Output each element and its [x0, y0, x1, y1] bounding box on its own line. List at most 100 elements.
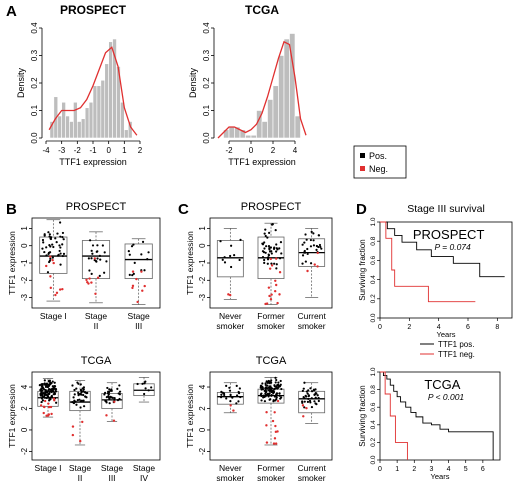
data-point-pos — [110, 388, 113, 391]
data-point-pos — [108, 388, 111, 391]
data-point-pos — [229, 399, 232, 403]
data-point-pos — [49, 257, 52, 260]
data-point-pos — [237, 390, 240, 394]
data-point-pos — [261, 382, 264, 385]
data-point-pos — [48, 251, 52, 254]
data-point-pos — [274, 228, 277, 232]
box-iqr — [81, 240, 111, 279]
data-point-pos — [103, 251, 106, 254]
x-category-label: smoker — [257, 321, 285, 331]
y-tick-label: 0.3 — [202, 49, 211, 61]
data-point-pos — [274, 381, 277, 384]
data-point-pos — [47, 380, 50, 383]
x-tick-label: 5 — [464, 466, 468, 473]
data-point-pos — [228, 386, 231, 389]
data-point-pos — [118, 384, 121, 387]
data-point-pos — [303, 241, 306, 244]
data-point-pos — [277, 381, 280, 384]
data-point-pos — [229, 393, 232, 396]
data-point-pos — [53, 391, 56, 394]
data-point-pos — [270, 379, 273, 382]
data-point-pos — [320, 247, 323, 250]
data-point-neg — [49, 275, 52, 278]
data-point-pos — [47, 392, 50, 395]
data-point-pos — [116, 399, 120, 402]
data-point-pos — [223, 393, 226, 397]
data-point-pos — [301, 262, 304, 265]
data-point-pos — [128, 273, 131, 276]
data-point-neg — [227, 293, 230, 296]
data-point-pos — [280, 396, 283, 399]
data-point-pos — [273, 262, 276, 265]
km-legend-label: TTF1 neg. — [438, 350, 475, 359]
data-point-neg — [267, 286, 271, 289]
data-point-pos — [98, 254, 101, 257]
x-tick-label: 4 — [293, 146, 298, 155]
data-point-pos — [75, 387, 78, 390]
data-point-pos — [223, 256, 226, 259]
data-point-pos — [93, 259, 96, 262]
y-tick-label: 0.4 — [30, 22, 39, 34]
data-point-pos — [268, 398, 271, 401]
charts-layer: PROSPECT 0.0 0.1 0.2 0.3 0.4 Density -4 -3 -2 -1 0 1… — [7, 3, 513, 483]
data-point-pos — [52, 245, 55, 249]
data-point-neg — [43, 399, 47, 403]
data-point-neg — [274, 283, 278, 287]
data-point-pos — [54, 388, 58, 391]
data-point-neg — [274, 257, 278, 260]
data-point-neg — [136, 300, 139, 304]
x-tick-label: 6 — [481, 466, 485, 473]
data-point-neg — [42, 405, 46, 408]
y-tick-label: 0 — [20, 243, 29, 248]
y-tick-label: 0.8 — [370, 236, 377, 245]
data-point-pos — [302, 387, 305, 390]
data-point-pos — [90, 272, 93, 275]
km-curve-pos — [380, 371, 494, 460]
data-point-pos — [274, 387, 277, 390]
x-tick-label: 4 — [437, 324, 441, 331]
data-point-pos — [319, 245, 322, 249]
histogram-bar — [100, 79, 106, 139]
data-point-pos — [41, 383, 44, 386]
data-point-pos — [260, 399, 263, 402]
data-point-pos — [91, 252, 94, 255]
data-point-neg — [278, 271, 282, 274]
data-point-pos — [261, 386, 264, 389]
data-point-pos — [43, 250, 46, 254]
data-point-neg — [274, 442, 278, 445]
x-tick-label: 1 — [122, 146, 127, 155]
data-point-pos — [264, 251, 267, 254]
data-point-pos — [127, 249, 130, 253]
y-tick-label: -2 — [198, 276, 207, 284]
histogram-bar — [92, 85, 98, 139]
data-point-pos — [305, 238, 308, 241]
y-axis-label: Density — [188, 67, 198, 98]
data-point-pos — [96, 244, 99, 247]
data-point-pos — [88, 239, 92, 242]
data-point-pos — [58, 244, 61, 247]
data-point-pos — [95, 260, 98, 263]
density-curve — [217, 40, 307, 139]
data-point-pos — [48, 398, 51, 401]
data-point-neg — [313, 263, 316, 266]
data-point-pos — [230, 244, 233, 247]
data-point-pos — [260, 392, 263, 395]
data-point-neg — [45, 414, 48, 417]
y-tick-label: 4 — [20, 384, 29, 389]
data-point-pos — [74, 400, 77, 403]
data-point-neg — [140, 270, 143, 273]
data-point-pos — [278, 394, 281, 397]
x-axis-label: TTF1 expression — [59, 157, 127, 167]
data-point-neg — [270, 293, 273, 296]
data-point-pos — [47, 260, 51, 264]
density-curve — [48, 46, 138, 136]
x-category-label: IV — [140, 473, 148, 483]
data-point-pos — [59, 263, 62, 266]
data-point-pos — [301, 254, 305, 257]
y-tick-label: 0 — [198, 427, 207, 432]
data-point-neg — [228, 293, 232, 297]
y-tick-label: 0.3 — [30, 49, 39, 61]
data-point-pos — [82, 388, 85, 391]
data-point-pos — [266, 258, 270, 261]
